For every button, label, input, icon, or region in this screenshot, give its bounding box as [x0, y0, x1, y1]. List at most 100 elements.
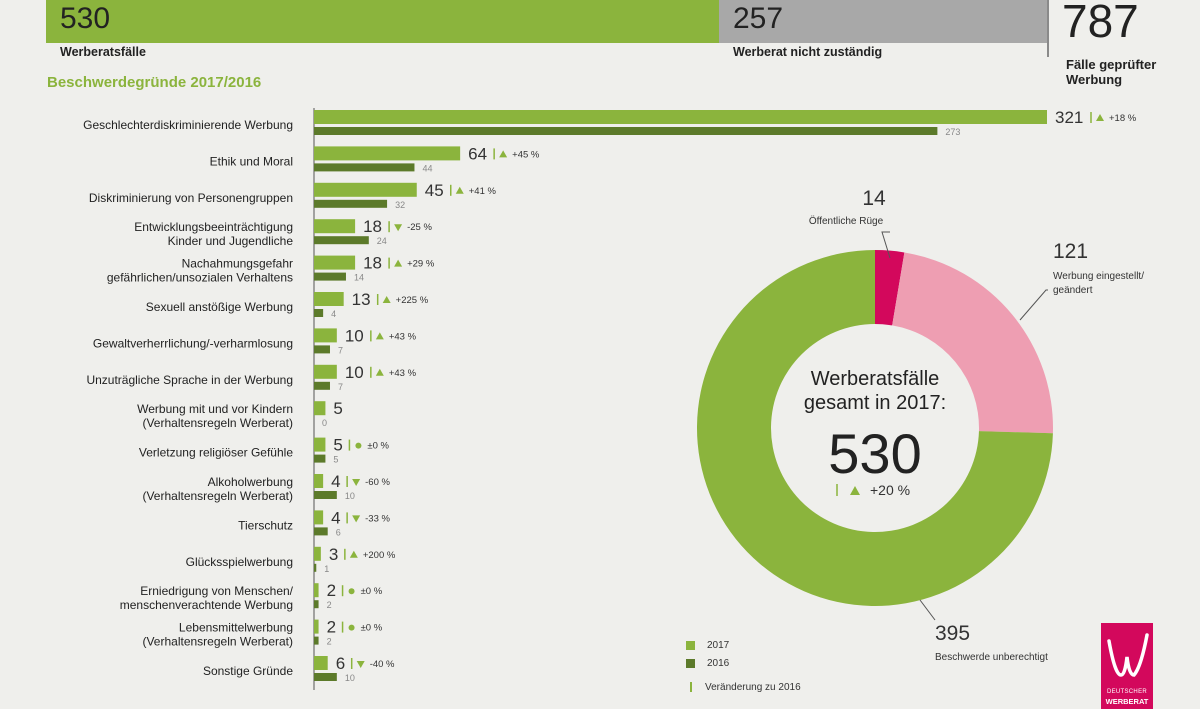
bar-2017 — [314, 328, 337, 343]
slice-label: Öffentliche Rüge — [809, 215, 884, 227]
category-label-line: Glücksspielwerbung — [186, 555, 293, 569]
value-2017: 3 — [329, 545, 338, 564]
category-label: Alkoholwerbung (Verhaltensregeln Werberat… — [142, 475, 293, 503]
value-2016: 2 — [327, 600, 332, 610]
category-label-line: Lebensmittelwerbung — [179, 621, 293, 635]
werberatsfaelle-label: Werberatsfälle — [60, 45, 146, 59]
value-2016: 1 — [324, 564, 329, 574]
center-title-line: gesamt in 2017: — [804, 392, 946, 414]
dot-icon — [348, 588, 355, 595]
triangle-down-icon — [356, 661, 365, 668]
value-2016: 24 — [377, 236, 387, 246]
nicht-zustaendig-label: Werberat nicht zuständig — [733, 45, 883, 59]
triangle-up-icon — [850, 486, 860, 495]
value-2017: 4 — [331, 472, 340, 491]
triangle-up-icon — [394, 259, 403, 267]
header-box-white — [46, 43, 1047, 57]
value-2017: 2 — [327, 581, 336, 600]
change-label: -60 % — [365, 477, 390, 488]
category-label: Entwicklungsbeeinträchtigung Kinder und J… — [134, 220, 293, 248]
callout-line — [919, 599, 936, 621]
value-2017: 64 — [468, 144, 487, 163]
bar-2016 — [314, 127, 938, 135]
gesamt-value: 787 — [1062, 0, 1139, 47]
value-2016: 0 — [322, 418, 327, 428]
value-2017: 5 — [333, 436, 342, 455]
chart-title: Beschwerdegründe 2017/2016 — [47, 74, 262, 91]
legend-item-2017: 2017 — [686, 636, 801, 654]
value-2016: 10 — [345, 673, 355, 683]
bar-2016 — [314, 636, 319, 645]
gesamt-label: Fälle geprüfter Werbung — [1066, 57, 1176, 87]
werberatsfaelle-value: 530 — [60, 2, 111, 35]
category-label-line: Gewaltverherrlichung/-verharmlosung — [93, 336, 293, 350]
change-label: +200 % — [363, 550, 396, 561]
callout-line — [881, 231, 891, 259]
value-2016: 7 — [338, 382, 343, 392]
value-2016: 5 — [333, 455, 338, 465]
bar-2017 — [314, 510, 324, 525]
bar-2017 — [314, 364, 337, 379]
bar-2016 — [314, 272, 346, 281]
triangle-up-icon — [455, 186, 464, 194]
donut-slice — [875, 250, 905, 326]
bar-2016 — [314, 309, 324, 317]
bar-2017 — [314, 219, 356, 234]
category-label-line: Nachahmungsgefahr — [182, 257, 293, 271]
category-label: Sonstige Gründe — [203, 664, 293, 678]
change-label: +225 % — [396, 295, 429, 306]
legend-item-change: Veränderung zu 2016 — [686, 678, 801, 696]
category-label-line: Sonstige Gründe — [203, 664, 293, 678]
category-label-line: Entwicklungsbeeinträchtigung — [134, 220, 293, 234]
category-label-line: menschenverachtende Werbung — [120, 598, 293, 612]
category-label-line: Alkoholwerbung — [208, 475, 293, 489]
value-2017: 10 — [345, 326, 364, 345]
bar-2017 — [314, 619, 319, 634]
legend-label-2016: 2016 — [707, 657, 730, 669]
bar-2016 — [314, 563, 317, 572]
value-2016: 44 — [422, 163, 432, 173]
change-label: ±0 % — [361, 586, 383, 597]
bar-2017 — [314, 474, 324, 488]
bar-2017 — [314, 146, 461, 161]
bar-2016 — [314, 199, 388, 208]
value-2016: 7 — [338, 345, 343, 355]
value-2017: 13 — [352, 290, 371, 309]
logo: DEUTSCHER WERBERAT — [1101, 623, 1153, 709]
category-label: Tierschutz — [238, 518, 293, 532]
bar-2016 — [314, 236, 369, 245]
slice-value: 121 — [1053, 240, 1088, 263]
slice-label: Beschwerde unberechtigt — [935, 652, 1048, 663]
bar-2017 — [314, 583, 319, 598]
value-2017: 4 — [331, 508, 340, 527]
change-label: -40 % — [370, 659, 395, 670]
bar-2017 — [314, 255, 356, 270]
bar-2016 — [314, 673, 337, 681]
change-label: ±0 % — [367, 441, 389, 452]
category-label: Ethik und Moral — [210, 154, 293, 168]
triangle-up-icon — [375, 368, 384, 376]
bar-2016 — [314, 527, 328, 536]
slice-value: 395 — [935, 622, 970, 645]
category-label-line: Kinder und Jugendliche — [168, 234, 294, 248]
triangle-up-icon — [375, 332, 384, 340]
change-label: -33 % — [365, 513, 390, 524]
value-2017: 2 — [327, 618, 336, 637]
category-label-line: (Verhaltensregeln Werberat) — [142, 416, 293, 430]
change-label: +43 % — [389, 368, 417, 379]
category-label: Verletzung religiöser Gefühle — [139, 446, 293, 460]
bar-2017 — [314, 292, 344, 306]
category-label-line: Werbung mit und vor Kindern — [137, 402, 293, 416]
bar-2016 — [314, 163, 415, 172]
legend-swatch-2016 — [686, 658, 695, 668]
legend: 2017 2016 Veränderung zu 2016 — [686, 636, 801, 696]
category-label-line: Sexuell anstößige Werbung — [146, 300, 293, 314]
change-label: +18 % — [1109, 113, 1137, 124]
category-label-line: Erniedrigung von Menschen/ — [140, 584, 293, 598]
dot-icon — [348, 624, 355, 631]
category-label: Unzuträgliche Sprache in der Werbung — [86, 373, 293, 387]
legend-label-2017: 2017 — [707, 639, 730, 651]
value-2017: 18 — [363, 217, 382, 236]
